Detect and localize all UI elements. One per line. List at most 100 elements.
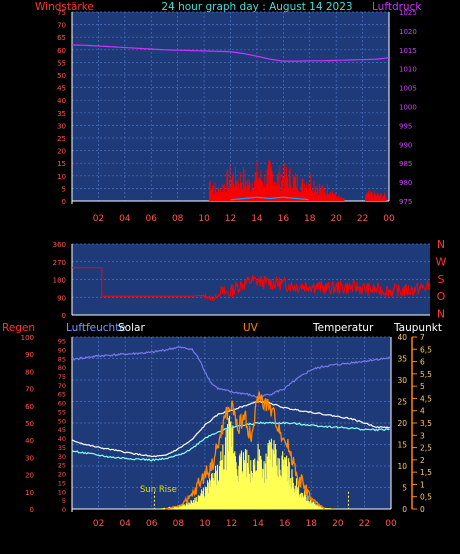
humidity-tick-label: 70 xyxy=(58,382,66,390)
compass-label-s: S xyxy=(438,273,445,286)
pressure-tick-label: 1020 xyxy=(399,28,417,36)
pressure-tick-label: 1025 xyxy=(399,9,417,17)
x-tick-label: 16 xyxy=(279,519,291,529)
uv-tick-label: 4 xyxy=(420,407,425,416)
pressure-axis-label: Luftdruck xyxy=(372,1,422,13)
x-tick-label: 06 xyxy=(146,519,158,529)
compass-label-w: W xyxy=(436,255,447,268)
direction-tick-label: 90 xyxy=(57,294,66,302)
x-tick-label: 12 xyxy=(226,519,237,529)
wind-tick-label: 20 xyxy=(57,148,66,156)
compass-label-o: O xyxy=(437,290,446,303)
uv-tick-label: 1,5 xyxy=(420,468,432,477)
temperature-tick-label: 20 xyxy=(397,419,407,428)
x-tick-label: 20 xyxy=(332,519,344,529)
wind-tick-label: 0 xyxy=(62,198,66,206)
pressure-tick-label: 1005 xyxy=(399,85,417,93)
wind-axis-label: Windstärke xyxy=(35,1,94,13)
dewpoint-label: Taupunkt xyxy=(393,322,442,334)
rain-label: Regen xyxy=(2,322,35,334)
x-tick-label: 14 xyxy=(251,214,263,224)
temperature-tick-label: 10 xyxy=(397,462,407,471)
pressure-tick-label: 975 xyxy=(399,198,412,206)
humidity-tick-label: 55 xyxy=(58,408,66,416)
humidity-tick-label: 10 xyxy=(58,488,66,496)
rain-tick-label: 40 xyxy=(25,437,34,445)
x-tick-label: 20 xyxy=(330,214,342,224)
humidity-label: Luftfeuchte xyxy=(66,322,126,334)
x-tick-label: 10 xyxy=(199,519,211,529)
temperature-tick-label: 5 xyxy=(402,484,407,493)
humidity-tick-label: 95 xyxy=(58,338,66,346)
humidity-tick-label: 65 xyxy=(58,391,66,399)
temperature-tick-label: 40 xyxy=(397,333,407,342)
direction-tick-label: 270 xyxy=(53,259,66,267)
pressure-tick-label: 1015 xyxy=(399,47,417,55)
uv-line xyxy=(164,391,325,510)
wind-tick-label: 65 xyxy=(57,34,66,42)
pressure-tick-label: 995 xyxy=(399,122,412,130)
rain-tick-label: 90 xyxy=(25,351,34,359)
wind-tick-label: 15 xyxy=(57,160,66,168)
x-tick-label: 10 xyxy=(198,214,210,224)
rain-tick-label: 70 xyxy=(25,386,34,394)
uv-tick-label: 2,5 xyxy=(420,444,432,453)
wind-tick-label: 40 xyxy=(57,97,66,105)
uv-tick-label: 0 xyxy=(420,505,425,514)
rain-tick-label: 50 xyxy=(25,420,34,428)
uv-tick-label: 2 xyxy=(420,456,425,465)
pressure-tick-label: 990 xyxy=(399,141,412,149)
uv-tick-label: 1 xyxy=(420,480,425,489)
x-tick-label: 00 xyxy=(385,519,397,529)
x-tick-label: 02 xyxy=(93,519,104,529)
humidity-tick-label: 15 xyxy=(58,479,66,487)
humidity-line xyxy=(71,346,392,399)
wind-tick-label: 45 xyxy=(57,85,66,93)
uv-tick-label: 7 xyxy=(420,333,425,342)
humidity-tick-label: 80 xyxy=(58,364,66,372)
humidity-tick-label: 50 xyxy=(58,417,66,425)
x-tick-label: 16 xyxy=(278,214,290,224)
direction-tick-label: 0 xyxy=(62,312,66,320)
humidity-tick-label: 25 xyxy=(58,462,66,470)
x-tick-label: 02 xyxy=(93,214,104,224)
uv-tick-label: 3 xyxy=(420,431,425,440)
uv-tick-label: 3,5 xyxy=(420,419,432,428)
humidity-tick-label: 45 xyxy=(58,426,66,434)
wind-tick-label: 60 xyxy=(57,47,66,55)
wind-tick-label: 30 xyxy=(57,122,66,130)
pressure-tick-label: 1010 xyxy=(399,66,417,74)
wind-average-line xyxy=(210,184,336,200)
rain-tick-label: 20 xyxy=(25,472,34,480)
uv-label: UV xyxy=(243,322,259,334)
direction-tick-label: 180 xyxy=(53,277,66,285)
uv-tick-label: 5,5 xyxy=(420,370,432,379)
wind-tick-label: 50 xyxy=(57,72,66,80)
x-tick-label: 00 xyxy=(383,214,395,224)
wind-tick-label: 70 xyxy=(57,22,66,30)
rain-tick-label: 100 xyxy=(21,334,34,342)
chart-title: 24 hour graph day : August 14 2023 xyxy=(161,1,352,13)
x-tick-label: 18 xyxy=(304,214,316,224)
humidity-tick-label: 0 xyxy=(62,506,66,514)
humidity-tick-label: 20 xyxy=(58,471,66,479)
temperature-tick-label: 0 xyxy=(402,505,407,514)
sunrise-label: Sun Rise xyxy=(140,485,177,495)
humidity-tick-label: 30 xyxy=(58,453,66,461)
x-tick-label: 22 xyxy=(359,519,370,529)
x-tick-label: 22 xyxy=(357,214,368,224)
pressure-tick-label: 985 xyxy=(399,160,412,168)
x-tick-label: 04 xyxy=(119,214,131,224)
x-tick-label: 04 xyxy=(119,519,131,529)
rain-tick-label: 80 xyxy=(25,368,34,376)
rain-tick-label: 0 xyxy=(30,506,34,514)
rain-tick-label: 10 xyxy=(25,489,34,497)
humidity-tick-label: 40 xyxy=(58,435,66,443)
uv-tick-label: 5 xyxy=(420,382,425,391)
humidity-tick-label: 35 xyxy=(58,444,66,452)
temperature-label: Temperatur xyxy=(312,322,374,334)
uv-tick-label: 0,5 xyxy=(420,493,432,502)
pressure-line xyxy=(72,44,390,62)
temperature-tick-label: 35 xyxy=(397,355,407,364)
pressure-tick-label: 980 xyxy=(399,179,412,187)
